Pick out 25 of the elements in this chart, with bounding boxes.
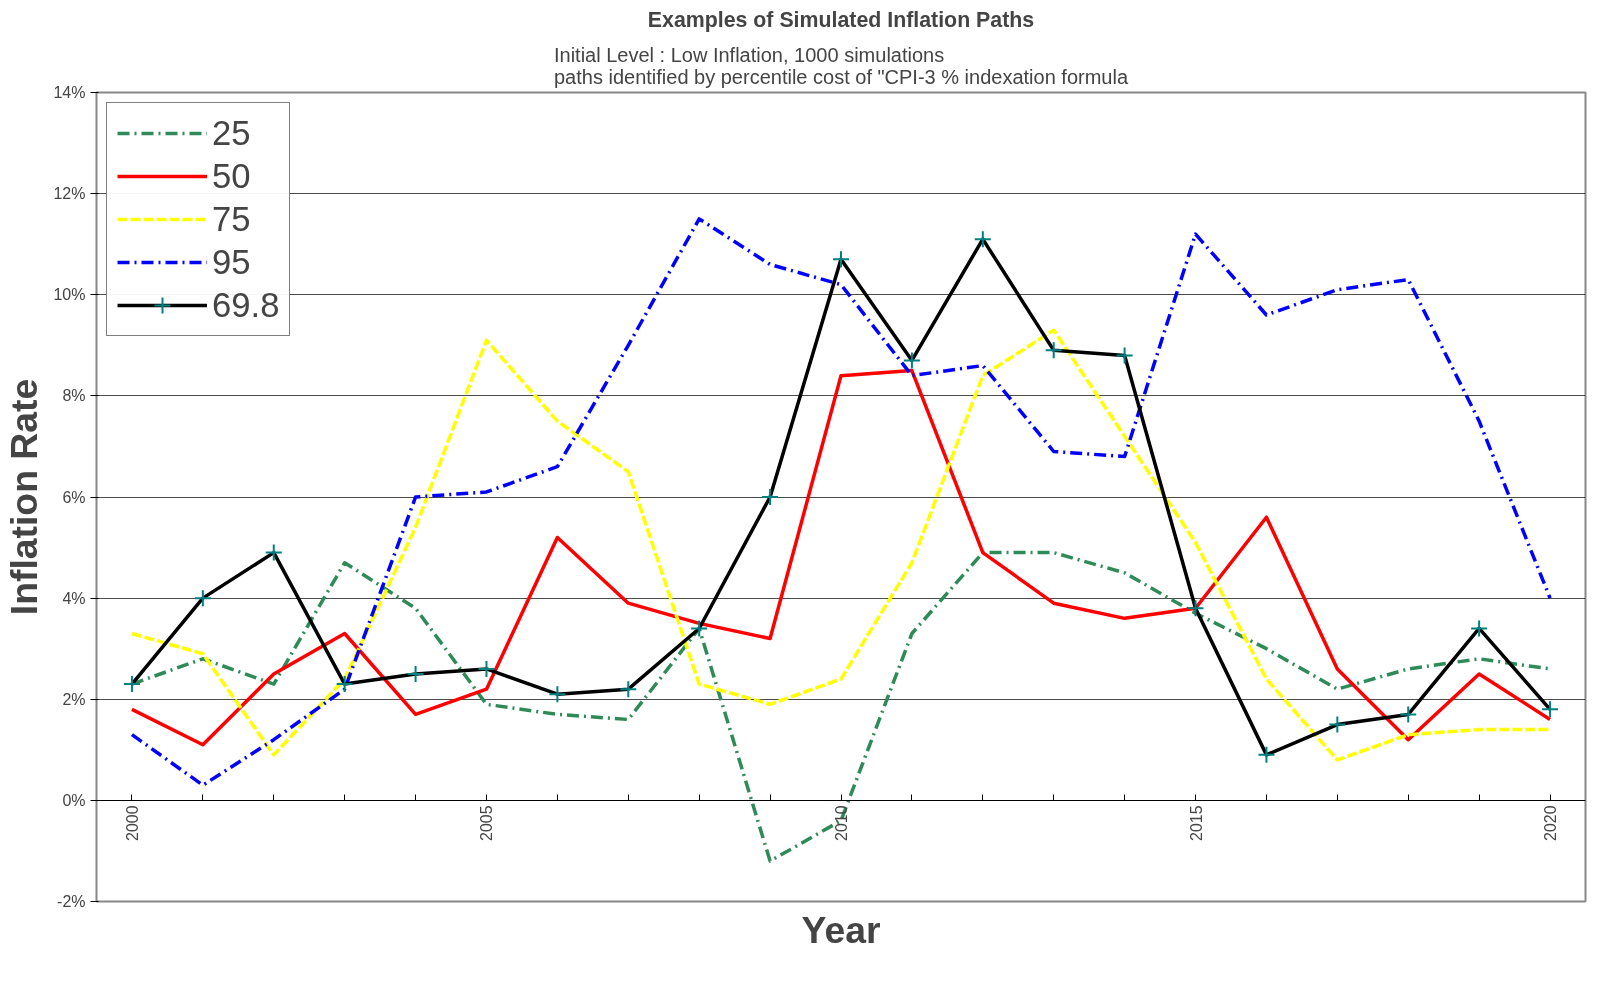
x-tick-label: 2020 <box>1542 805 1560 841</box>
x-tick-label: 2005 <box>478 805 496 841</box>
legend-label: 69.8 <box>212 285 280 325</box>
x-axis-title: Year <box>801 908 881 951</box>
legend-label: 95 <box>212 242 251 282</box>
point <box>690 619 709 638</box>
y-axis-title: Inflation Rate <box>3 378 46 616</box>
chart-subtitle: Initial Level : Low Inflation, 1000 simulations paths identified by percentile cost of "CPI-3 % indexation formula <box>553 43 1129 88</box>
y-tick-label: 4% <box>62 589 86 607</box>
x-tick-label: 2000 <box>123 805 141 841</box>
y-tick-label: 6% <box>62 488 86 506</box>
legend-label: 75 <box>212 199 251 239</box>
y-tick-label: 12% <box>53 185 86 203</box>
x-tick-label: 2015 <box>1187 805 1205 841</box>
legend-label: 50 <box>212 156 251 196</box>
x-tick-label: 2010 <box>833 805 850 841</box>
y-tick-label: 8% <box>62 387 86 405</box>
y-tick-label: 10% <box>53 286 86 304</box>
y-tick-label: -2% <box>57 893 86 910</box>
y-tick-label: 14% <box>53 84 86 101</box>
chart-title: Examples of Simulated Inflation Paths <box>647 7 1035 32</box>
point <box>122 675 141 694</box>
y-tick-label: 2% <box>62 690 86 708</box>
legend-label: 25 <box>212 113 251 153</box>
y-tick-label: 0% <box>62 791 86 809</box>
